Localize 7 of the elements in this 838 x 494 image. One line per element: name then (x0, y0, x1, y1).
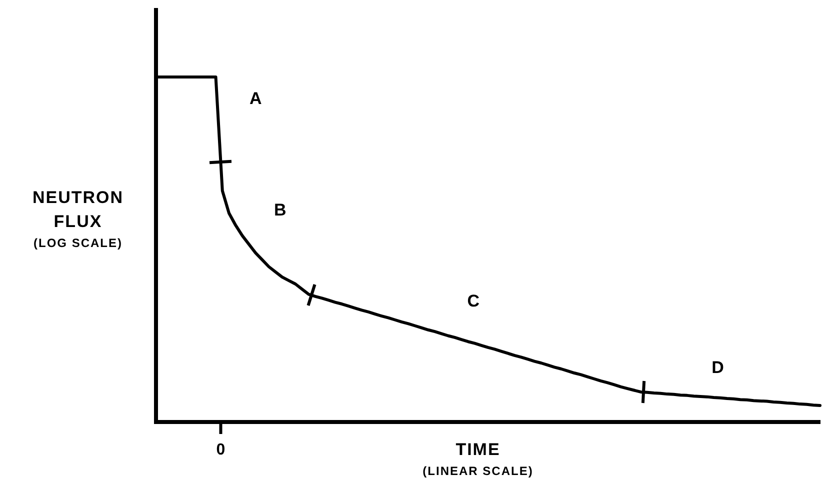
x-axis-title: TIME (LINEAR SCALE) (422, 440, 534, 478)
text: 0 (216, 441, 226, 458)
y-axis-title: NEUTRON FLUX (LOG SCALE) (31, 188, 125, 250)
annotation: D (712, 358, 724, 377)
annotation: A (249, 88, 262, 108)
annotation: B (274, 200, 286, 220)
annotation: C (467, 292, 480, 311)
